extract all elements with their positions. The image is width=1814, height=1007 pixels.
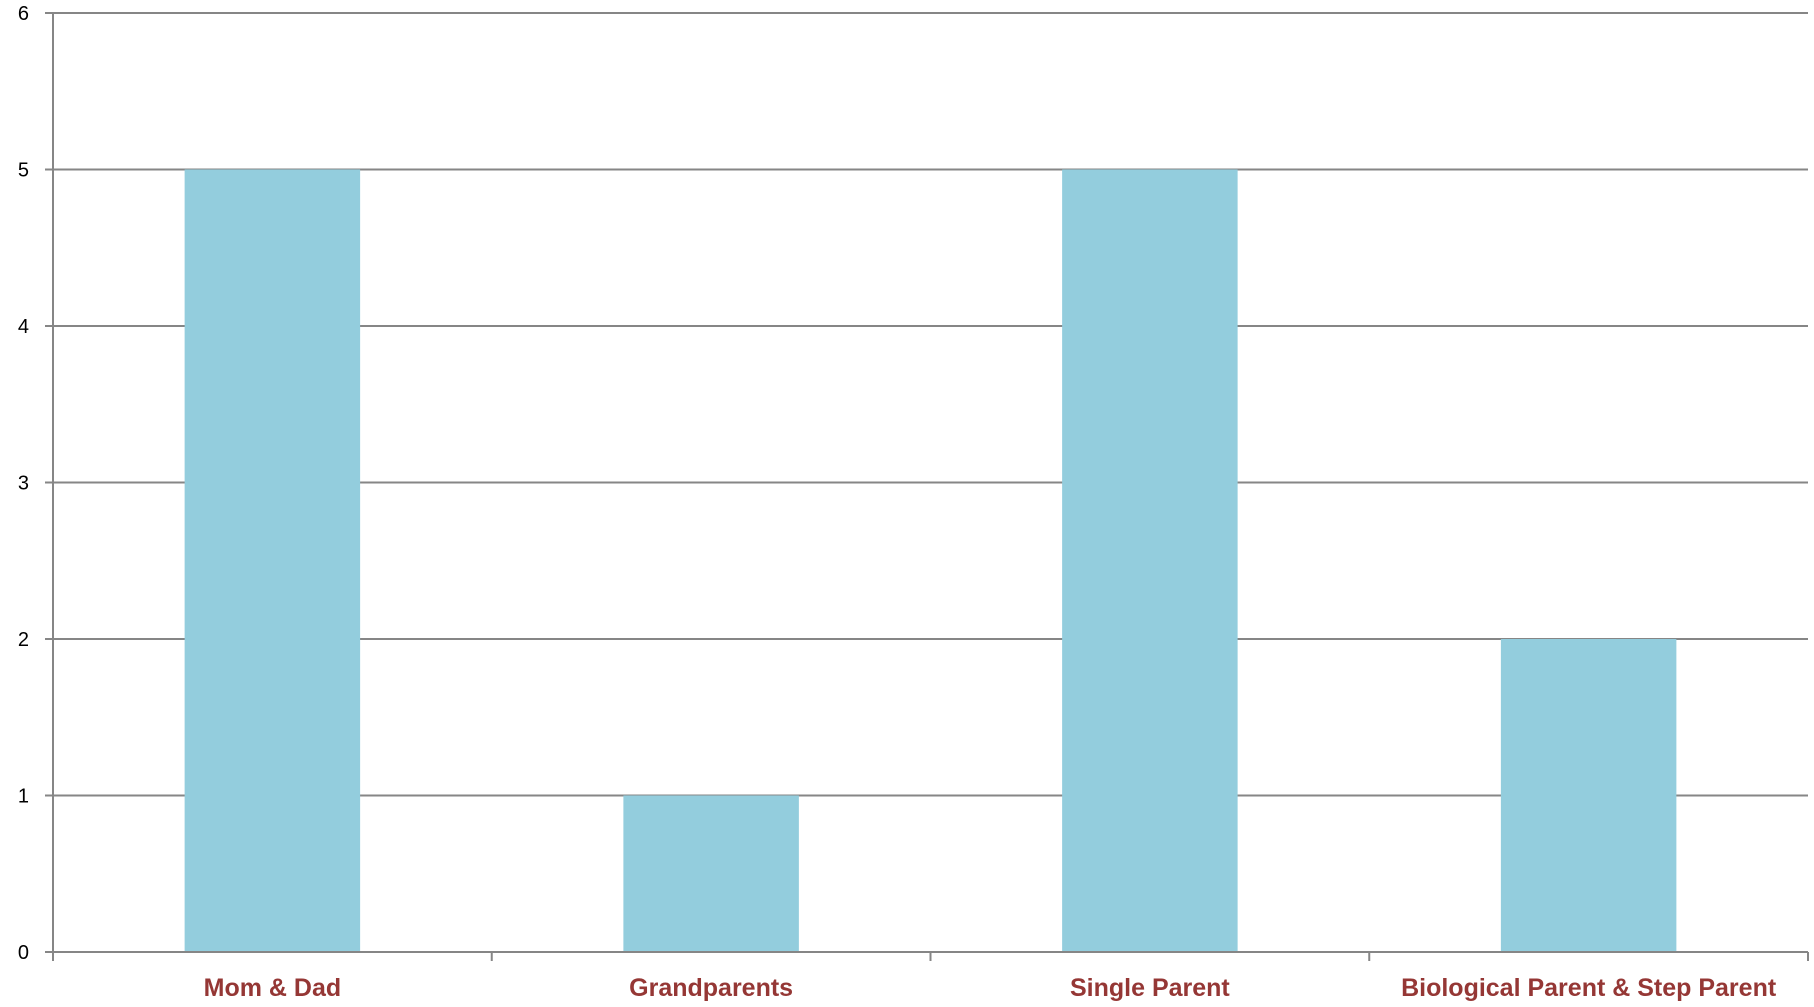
y-tick-label: 1 bbox=[18, 786, 29, 808]
bar-biological-parent-step-parent bbox=[1500, 639, 1677, 952]
y-tick-label: 2 bbox=[18, 629, 29, 651]
x-category-label: Mom & Dad bbox=[204, 974, 342, 1002]
x-category-label: Grandparents bbox=[629, 974, 793, 1002]
y-tick-label: 5 bbox=[18, 160, 29, 182]
bar-mom-dad bbox=[184, 169, 361, 952]
bar-grandparents bbox=[623, 795, 799, 952]
axes bbox=[45, 12, 1809, 961]
x-category-label: Single Parent bbox=[1070, 974, 1230, 1002]
y-tick-label: 3 bbox=[18, 473, 29, 495]
y-tick-label: 0 bbox=[18, 942, 29, 964]
bars bbox=[184, 169, 1677, 952]
y-tick-label: 6 bbox=[18, 3, 29, 25]
bar-single-parent bbox=[1062, 169, 1238, 952]
y-tick-label: 4 bbox=[18, 316, 29, 338]
x-category-label: Biological Parent & Step Parent bbox=[1401, 974, 1777, 1002]
labels: 0 1 2 3 4 5 6 Mom & Dad Grandparents Single Paren… bbox=[18, 3, 1777, 1002]
